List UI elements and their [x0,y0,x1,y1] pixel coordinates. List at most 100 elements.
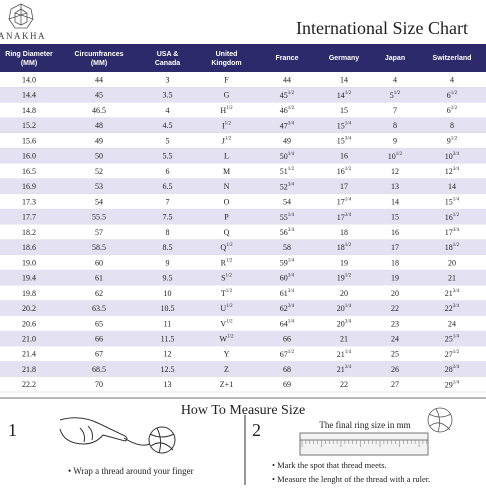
cell-value: 64 [280,319,288,328]
cell-fraction: 3/4 [345,137,352,142]
cell: 50 [95,152,103,161]
cell: Y [224,350,230,359]
cell: 21 [448,274,456,283]
cell-fraction: 1/2 [226,274,233,279]
step-text: • Wrap a thread around your finger [68,466,194,476]
ruler-illustration [299,407,453,456]
howto-title: How To Measure Size [181,403,305,418]
cell: 271/2 [445,350,460,359]
table-row [0,376,486,392]
cell: 65 [95,319,103,328]
cell-fraction: 1/2 [453,213,460,218]
cell: 62 [95,289,103,298]
cell-value: 60 [280,274,288,283]
cell-value: 18 [337,243,345,252]
cell: 623/4 [280,304,295,313]
cell: 69 [283,380,291,389]
cell: 13 [391,182,399,191]
cell: 17.7 [22,213,36,222]
table-row [0,254,486,271]
cell-value: R [221,258,227,267]
cell-value: 55 [280,213,288,222]
cell-fraction: 3/4 [288,182,295,187]
table-row [0,300,486,316]
cell: U1/2 [220,304,233,313]
cell: 51/2 [390,91,401,100]
cell-value: 67 [280,350,288,359]
cell-fraction: 1/2 [345,167,352,172]
cell: 49 [95,136,103,145]
cell: 20 [448,258,456,267]
cell-value: 47 [280,121,288,130]
hand-illustration [59,417,176,454]
cell: 48 [95,121,103,130]
cell-fraction: 1/4 [345,350,352,355]
cell: 12 [391,167,399,176]
column-header: Japan [385,55,405,62]
cell: 46.5 [92,106,106,115]
cell: 10.5 [161,304,175,313]
column-header-text: Japan [385,55,405,62]
cell-fraction: 1/2 [226,304,233,309]
bullet-text: Measure the lenght of the thread with a … [277,474,430,484]
cell: 151/4 [337,121,352,130]
cell: 181/2 [337,243,352,252]
column-header-text: United Kingdom [211,51,241,67]
cell: 551/4 [280,213,295,222]
cell-value: 18 [445,243,453,252]
cell-fraction: 1/2 [288,106,295,111]
column-header-line: Canada [155,60,180,67]
table-row [0,285,486,301]
cell-fraction: 1/4 [288,213,295,218]
cell-fraction: 1/2 [451,137,458,142]
bullet: • Mark the spot that thread meets. [272,460,387,470]
cell-fraction: 1/4 [345,304,352,309]
column-header-text: Switzerland [433,55,472,62]
cell-fraction: 3/4 [453,289,460,294]
cell: 45 [95,91,103,100]
cell: 66 [95,334,103,343]
cell: 14 [391,197,399,206]
table-row [0,117,486,133]
cell-fraction: 1/4 [345,198,352,203]
cell: 9 [166,258,170,267]
column-header-line: (MM) [21,60,37,67]
cell-value: 6 [447,106,451,115]
cell: 173/4 [445,228,460,237]
cell-value: 10 [388,152,396,161]
cell: 181/2 [445,243,460,252]
cell: 451/2 [280,91,295,100]
cell: 563/4 [280,228,295,237]
cell: 24 [391,334,399,343]
cell-fraction: 1/4 [453,335,460,340]
cell: 53 [95,182,103,191]
cell: 671/2 [280,350,295,359]
cell-value: 16 [445,213,453,222]
step-number: 2 [252,420,261,440]
cell: Q1/2 [220,243,233,252]
cell: 9.5 [163,274,173,283]
cell-fraction: 1/4 [453,381,460,386]
column-header-text: Ring Diameter (MM) [5,51,53,67]
cell: 603/4 [280,274,295,283]
cell-fraction: 3/4 [453,167,460,172]
cell-value: W [220,334,228,343]
cell: 15 [391,213,399,222]
cell: 501/4 [280,152,295,161]
cell-fraction: 1/2 [226,243,233,248]
cell: 16.9 [22,182,36,191]
column-header-text: Circumfrances (MM) [74,51,123,67]
table-row [0,331,486,347]
column-header: USA & Canada [155,51,180,67]
cell-fraction: 1/2 [345,274,352,279]
cell: 58 [283,243,291,252]
cell: 49 [283,136,291,145]
cell-fraction: 1/4 [288,259,295,264]
cell: L [224,152,229,161]
cell-fraction: 1/2 [226,106,233,111]
cell-fraction: 1/2 [226,259,233,264]
cell: 511/2 [280,167,295,176]
cell-value: 6 [447,91,451,100]
cell: 4 [393,75,397,84]
cell-value: 51 [280,167,288,176]
